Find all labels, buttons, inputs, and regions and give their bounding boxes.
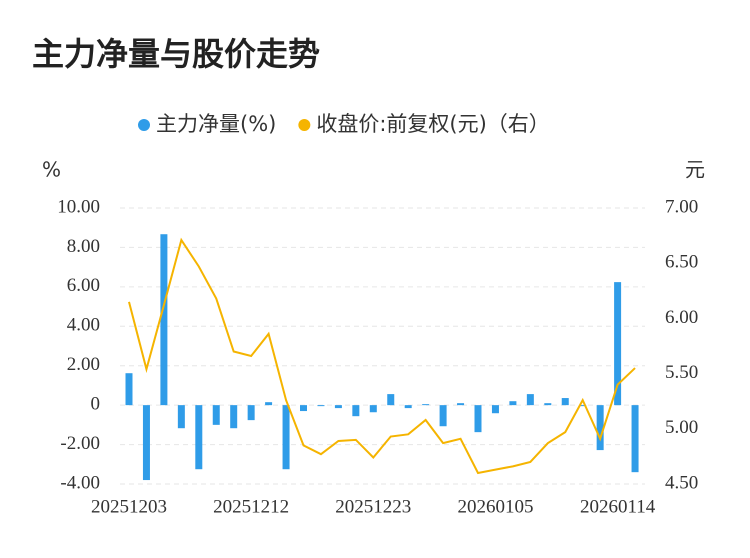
bar xyxy=(439,405,447,427)
bar xyxy=(317,405,325,407)
legend-marker xyxy=(298,119,311,131)
y-tick-label: 6.00 xyxy=(67,275,100,296)
bar xyxy=(526,394,534,406)
bar xyxy=(195,405,203,470)
bar xyxy=(177,405,185,429)
bar xyxy=(142,405,150,481)
x-tick-label: 20260105 xyxy=(457,496,533,517)
x-tick-label: 20251212 xyxy=(213,496,289,517)
bar xyxy=(212,405,220,425)
y-axis-label: % xyxy=(42,158,61,182)
y-tick-label: 2.00 xyxy=(67,354,100,375)
line xyxy=(128,237,636,475)
bar xyxy=(491,405,499,414)
bar xyxy=(561,398,569,406)
legend-marker xyxy=(138,119,150,131)
bar xyxy=(404,405,412,409)
bar xyxy=(160,234,168,406)
bar xyxy=(265,402,273,406)
y2-tick-label: 5.50 xyxy=(665,362,698,383)
x-tick-label: 20260114 xyxy=(580,496,656,517)
bar xyxy=(334,405,342,409)
bar xyxy=(457,403,465,406)
bar xyxy=(474,405,482,433)
bar xyxy=(596,405,604,451)
x-tick-label: 20251223 xyxy=(335,496,411,517)
y2-tick-label: 7.00 xyxy=(665,196,698,217)
y-tick-label: -4.00 xyxy=(60,472,100,493)
y2-tick-label: 6.50 xyxy=(665,252,698,273)
bar xyxy=(631,405,639,473)
bar xyxy=(579,405,587,407)
bar xyxy=(422,404,430,406)
bar xyxy=(509,401,517,406)
chart-title: 主力净量与股价走势 xyxy=(32,35,320,73)
y2-axis-label: 元 xyxy=(685,158,705,182)
bar xyxy=(387,394,395,406)
y-tick-label: 4.00 xyxy=(67,315,100,336)
bar xyxy=(614,282,622,406)
bar xyxy=(282,405,290,470)
legend-label: 主力净量(%) xyxy=(156,112,276,136)
bar xyxy=(544,403,552,406)
x-tick-label: 20251203 xyxy=(91,496,167,517)
y2-tick-label: 4.50 xyxy=(665,472,698,493)
y2-tick-label: 5.00 xyxy=(665,417,698,438)
bar xyxy=(369,405,377,413)
legend-label: 收盘价:前复权(元)（右） xyxy=(316,112,549,136)
y-tick-label: 8.00 xyxy=(67,236,100,257)
y-tick-label: -2.00 xyxy=(60,433,100,454)
bar xyxy=(247,405,255,421)
bar xyxy=(230,405,238,429)
y-tick-label: 10.00 xyxy=(57,196,100,217)
y2-tick-label: 6.00 xyxy=(665,307,698,328)
y-tick-label: 0 xyxy=(91,394,101,415)
bar xyxy=(300,405,307,412)
bar xyxy=(125,373,133,406)
bar xyxy=(352,405,360,417)
